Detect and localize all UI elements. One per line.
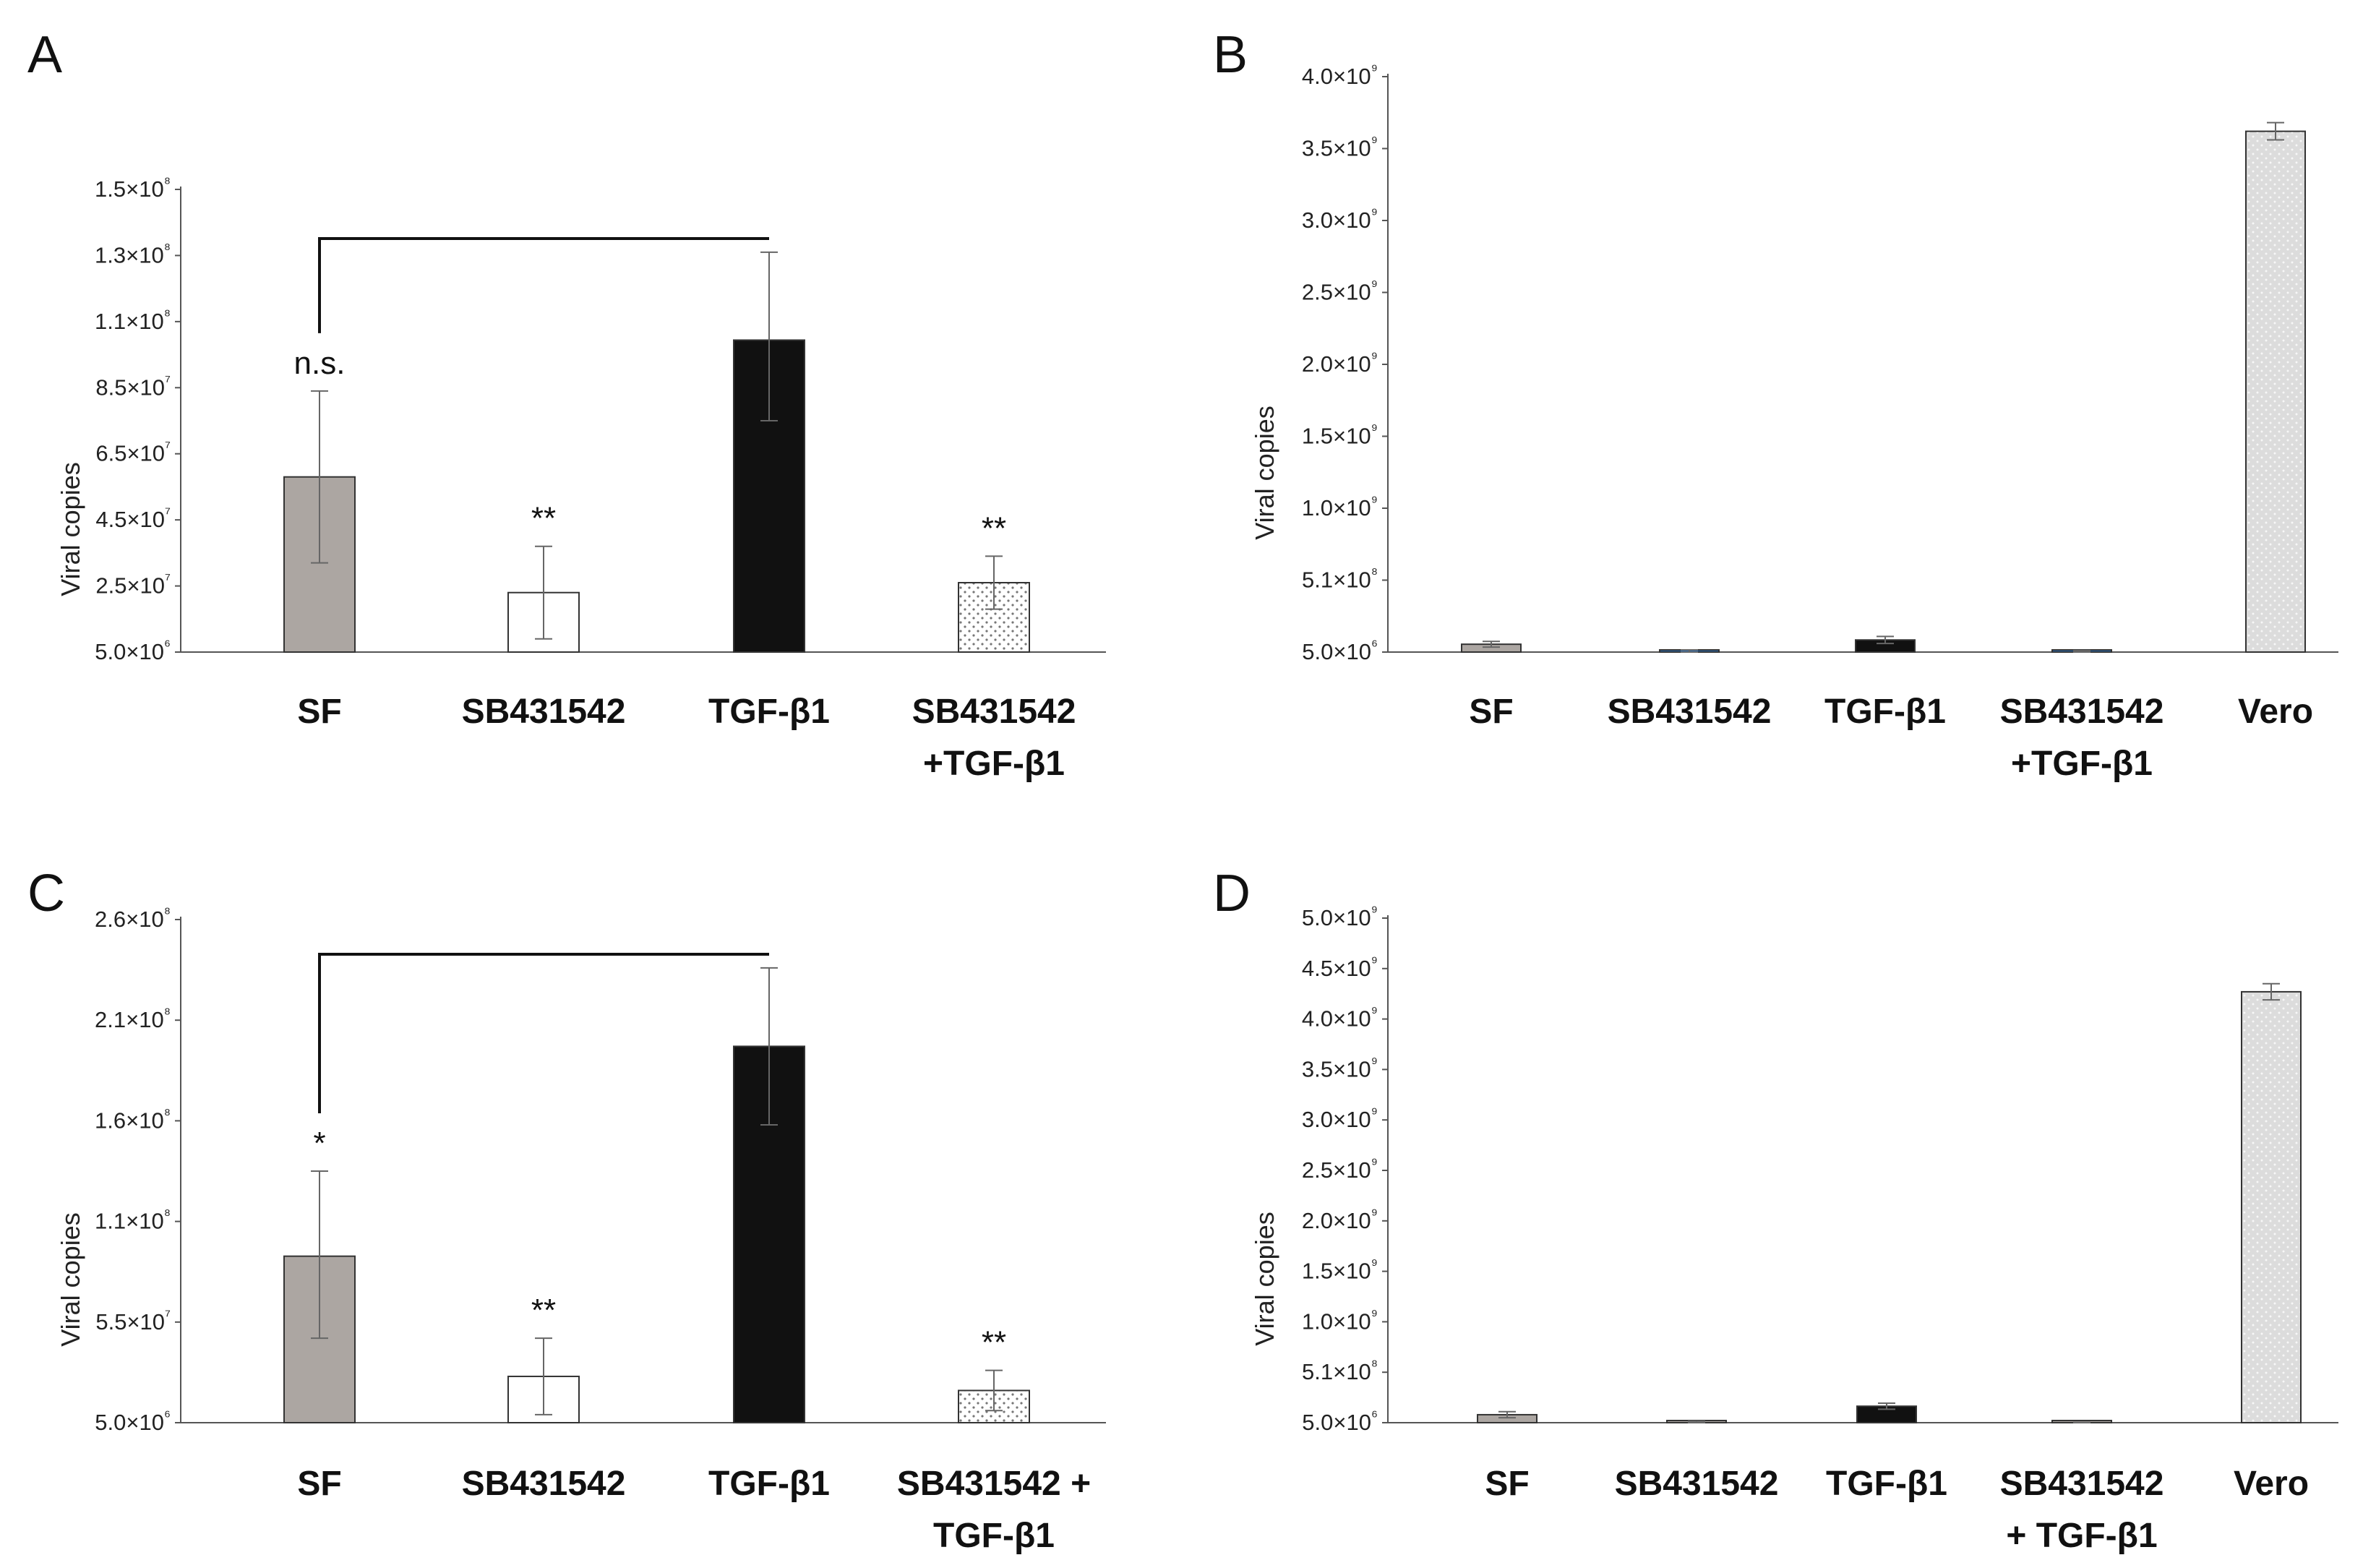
y-tick-label: 4.5×10⁹ — [1302, 953, 1378, 981]
category-label: SF — [1485, 1465, 1529, 1503]
y-tick-label: 2.0×10⁹ — [1302, 1205, 1378, 1233]
significance-label: ** — [531, 501, 556, 536]
y-tick-label: 3.0×10⁹ — [1302, 1104, 1378, 1132]
category-label: SF — [297, 693, 341, 731]
y-tick-label: 5.0×10⁶ — [1302, 636, 1378, 664]
panel-letter-c: C — [27, 865, 65, 922]
significance-label: ** — [982, 1325, 1006, 1361]
category-label: SF — [297, 1465, 341, 1503]
chart-panel-b: 5.0×10⁶ 5.1×10⁸ 1.0×10⁹ 1.5×10⁹ 2.0×10⁹ 2.5×1… — [1250, 61, 2338, 783]
chart-panel-d: 5.0×10⁶ 5.1×10⁸ 1.0×10⁹ 1.5×10⁹ 2.0×10⁹ 2.5×1… — [1250, 902, 2338, 1555]
y-tick-label: 1.1×10⁸ — [95, 306, 171, 334]
y-axis-label: Viral copies — [56, 462, 85, 596]
panel-letter-a: A — [27, 26, 62, 84]
chart-panel-a: 5.0×10⁶ 2.5×10⁷ 4.5×10⁷ 6.5×10⁷ 8.5×10⁷ 1.1×1… — [56, 173, 1106, 783]
y-tick-label: 1.5×10⁹ — [1302, 421, 1378, 449]
category-label: +TGF-β1 — [2011, 745, 2153, 783]
panel-letter-b: B — [1213, 26, 1248, 84]
y-tick-label: 1.3×10⁸ — [95, 239, 171, 267]
category-label: SB431542 — [462, 1465, 626, 1503]
category-label: TGF-β1 — [708, 1465, 830, 1503]
category-label: SB431542 — [1615, 1465, 1779, 1503]
category-label: TGF-β1 — [1826, 1465, 1947, 1503]
category-label: +TGF-β1 — [923, 745, 1065, 783]
y-tick-label: 1.0×10⁹ — [1302, 1306, 1378, 1334]
comparison-bracket — [318, 953, 769, 1113]
y-tick-label: 5.0×10⁶ — [1302, 1407, 1378, 1435]
y-tick-label: 4.0×10⁹ — [1302, 1003, 1378, 1032]
y-tick-label: 2.6×10⁸ — [95, 904, 171, 932]
y-axis-label: Viral copies — [1250, 406, 1279, 539]
category-label: Vero — [2234, 1465, 2309, 1503]
y-tick-label: 5.0×10⁶ — [95, 636, 171, 664]
category-label: SB431542 — [462, 693, 626, 731]
y-tick-label: 6.5×10⁷ — [95, 438, 171, 466]
category-label: TGF-β1 — [933, 1517, 1055, 1555]
y-tick-label: 2.5×10⁹ — [1302, 1154, 1378, 1183]
y-tick-label: 2.5×10⁹ — [1302, 277, 1378, 305]
y-tick-label: 2.1×10⁸ — [95, 1004, 171, 1032]
y-tick-label: 1.5×10⁸ — [95, 173, 171, 202]
category-label: SB431542 — [2000, 693, 2164, 731]
significance-label: ** — [982, 510, 1006, 546]
y-tick-label: 1.6×10⁸ — [95, 1105, 171, 1133]
y-tick-label: 5.5×10⁷ — [95, 1306, 171, 1334]
significance-label: * — [313, 1126, 325, 1161]
y-tick-label: 5.0×10⁶ — [95, 1407, 171, 1435]
comparison-bracket — [318, 237, 769, 333]
category-label: SB431542 — [1608, 693, 1772, 731]
category-label: TGF-β1 — [1824, 693, 1946, 731]
y-tick-label: 5.1×10⁸ — [1302, 1356, 1378, 1384]
y-axis-label: Viral copies — [56, 1212, 85, 1346]
category-label: TGF-β1 — [708, 693, 830, 731]
panel-letter-d: D — [1213, 865, 1251, 922]
category-label: SF — [1469, 693, 1513, 731]
y-tick-label: 5.0×10⁹ — [1302, 902, 1378, 930]
y-tick-label: 4.5×10⁷ — [95, 504, 171, 532]
chart-panel-c: 5.0×10⁶ 5.5×10⁷ 1.1×10⁸ 1.6×10⁸ 2.1×10⁸ 2.6×1… — [56, 904, 1106, 1555]
category-label: SB431542 + — [897, 1465, 1091, 1503]
y-tick-label: 1.5×10⁹ — [1302, 1256, 1378, 1284]
y-tick-label: 2.5×10⁷ — [95, 570, 171, 599]
category-label: SB431542 — [912, 693, 1076, 731]
category-label: + TGF-β1 — [2006, 1517, 2157, 1555]
significance-label: n.s. — [294, 346, 346, 381]
bar-d-4 — [2241, 990, 2302, 1423]
y-tick-label: 8.5×10⁷ — [95, 372, 171, 400]
y-tick-label: 4.0×10⁹ — [1302, 61, 1378, 89]
bar-a-2 — [733, 339, 805, 653]
y-tick-label: 1.1×10⁸ — [95, 1206, 171, 1234]
y-tick-label: 2.0×10⁹ — [1302, 348, 1378, 377]
y-tick-label: 3.5×10⁹ — [1302, 1053, 1378, 1081]
bar-b-4 — [2245, 130, 2306, 653]
y-axis-label: Viral copies — [1250, 1212, 1279, 1345]
significance-label: ** — [531, 1293, 556, 1328]
y-tick-label: 3.0×10⁹ — [1302, 205, 1378, 233]
y-tick-label: 3.5×10⁹ — [1302, 133, 1378, 161]
category-label: Vero — [2238, 693, 2313, 731]
y-tick-label: 5.1×10⁸ — [1302, 565, 1378, 593]
category-label: SB431542 — [2000, 1465, 2164, 1503]
y-tick-label: 1.0×10⁹ — [1302, 492, 1378, 520]
